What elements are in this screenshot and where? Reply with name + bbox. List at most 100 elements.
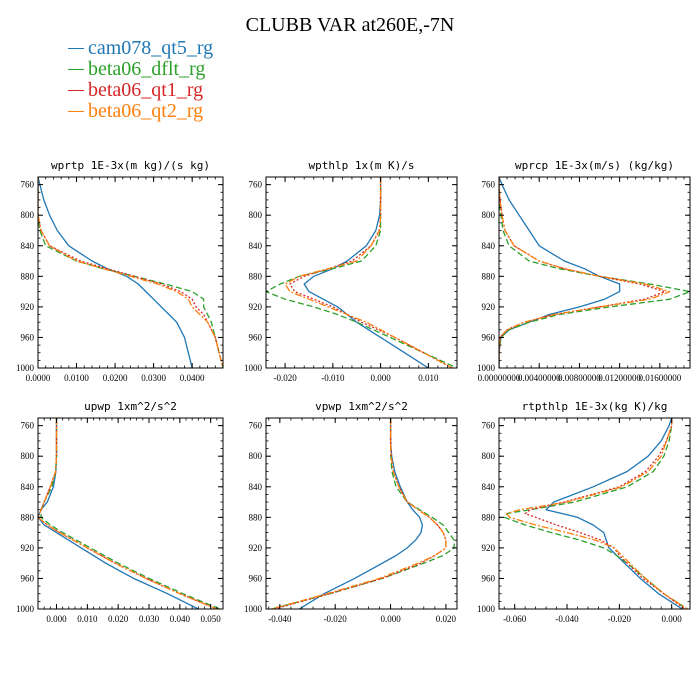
panel-title: wprcp 1E-3x(m/s) (kg/kg): [515, 159, 674, 172]
series-line-beta06_qt2_rg: [271, 418, 447, 609]
legend-line-icon: [68, 90, 84, 91]
x-tick-label: 0.00000000: [478, 373, 521, 383]
y-tick-label: 880: [21, 512, 35, 522]
x-tick-label: 0.000: [370, 373, 391, 383]
panel-title: vpwp 1xm^2/s^2: [315, 400, 408, 413]
x-tick-label: 0.010: [77, 614, 98, 624]
x-tick-label: 0.020: [436, 614, 457, 624]
y-tick-label: 800: [249, 451, 263, 461]
y-tick-label: 1000: [16, 363, 35, 373]
y-tick-label: 800: [482, 451, 496, 461]
series-line-beta06_dflt_rg: [38, 177, 223, 368]
plot-frame: [37, 417, 224, 610]
x-tick-label: -0.020: [324, 614, 348, 624]
y-tick-label: 760: [21, 180, 35, 190]
y-tick-label: 760: [482, 421, 496, 431]
panel-title: rtpthlp 1E-3x(kg K)/kg: [522, 400, 668, 413]
series-line-beta06_qt2_rg: [284, 177, 453, 368]
x-tick-label: 0.0000: [26, 373, 51, 383]
y-tick-label: 800: [249, 210, 263, 220]
series-line-beta06_dflt_rg: [271, 418, 455, 609]
series-line-beta06_qt1_rg: [524, 418, 686, 609]
legend-line-icon: [68, 111, 84, 112]
chart-panel-3: wprcp 1E-3x(m/s) (kg/kg) 760 800 840 880 920 9…: [477, 159, 691, 383]
x-tick-label: 0.0200: [103, 373, 128, 383]
legend-item-beta06-qt1: beta06_qt1_rg: [68, 80, 213, 101]
series-line-beta06_dflt_rg: [503, 418, 688, 609]
y-tick-label: 800: [21, 210, 35, 220]
y-tick-label: 920: [21, 543, 35, 553]
legend-label: beta06_dflt_rg: [88, 58, 206, 80]
panel-title: wpthlp 1x(m K)/s: [309, 159, 415, 172]
y-tick-label: 920: [249, 543, 263, 553]
chart-panel-6: rtpthlp 1E-3x(kg K)/kg 760 800 840 880 920 960…: [477, 400, 691, 624]
series-line-beta06_qt2_rg: [38, 418, 218, 609]
y-tick-label: 760: [249, 421, 263, 431]
series-line-beta06_dflt_rg: [266, 177, 457, 368]
y-tick-label: 960: [249, 573, 263, 583]
series-line-cam078_qt5_rg: [545, 418, 683, 609]
x-tick-label: -0.020: [273, 373, 297, 383]
series-line-cam078_qt5_rg: [303, 177, 429, 368]
y-tick-label: 800: [21, 451, 35, 461]
legend-item-cam078: cam078_qt5_rg: [68, 38, 213, 59]
panel-title: upwp 1xm^2/s^2: [84, 400, 177, 413]
y-tick-label: 880: [249, 512, 263, 522]
chart-panel-1: wprtp 1E-3x(m kg)/(s kg) 760 800 840 880 920 9…: [16, 159, 224, 383]
chart-panel-2: wpthlp 1x(m K)/s 760 800 840 880 920 960 1000 -0…: [244, 159, 458, 383]
x-tick-label: 0.01200000: [598, 373, 641, 383]
series-line-beta06_dflt_rg: [40, 418, 221, 609]
x-tick-label: -0.040: [555, 614, 579, 624]
series-group: [271, 418, 455, 609]
series-line-cam078_qt5_rg: [298, 418, 424, 609]
y-tick-label: 1000: [477, 604, 496, 614]
x-tick-label: 0.00400000: [518, 373, 561, 383]
series-line-beta06_qt1_rg: [274, 418, 447, 609]
series-line-beta06_qt2_rg: [499, 177, 671, 368]
y-tick-label: 920: [249, 302, 263, 312]
series-line-beta06_dflt_rg: [499, 177, 690, 368]
x-tick-label: 0.0400: [180, 373, 205, 383]
x-tick-label: 0.010: [418, 373, 439, 383]
x-tick-label: 0.01600000: [638, 373, 681, 383]
x-tick-label: -0.060: [503, 614, 527, 624]
y-tick-label: 760: [482, 180, 496, 190]
series-line-beta06_qt1_rg: [38, 177, 223, 368]
x-tick-label: 0.000: [46, 614, 67, 624]
y-tick-label: 840: [21, 241, 35, 251]
series-line-cam078_qt5_rg: [38, 418, 199, 609]
y-tick-label: 880: [249, 271, 263, 281]
legend-label: cam078_qt5_rg: [88, 37, 214, 59]
chart-panel-4: upwp 1xm^2/s^2 760 800 840 880 920 960 1000 0.00…: [16, 400, 224, 624]
y-tick-label: 760: [21, 421, 35, 431]
y-tick-label: 880: [482, 271, 496, 281]
series-group: [38, 418, 221, 609]
y-tick-label: 1000: [244, 363, 263, 373]
legend-line-icon: [68, 48, 84, 49]
x-tick-label: 0.00800000: [558, 373, 601, 383]
x-tick-label: 0.050: [201, 614, 222, 624]
y-tick-label: 960: [21, 573, 35, 583]
y-tick-label: 1000: [244, 604, 263, 614]
plot-frame: [265, 176, 458, 369]
legend-label: beta06_qt1_rg: [88, 79, 204, 101]
y-tick-label: 960: [482, 332, 496, 342]
y-tick-label: 920: [482, 302, 496, 312]
y-tick-label: 960: [21, 332, 35, 342]
y-tick-label: 1000: [477, 363, 496, 373]
series-line-cam078_qt5_rg: [499, 177, 621, 368]
y-tick-label: 880: [21, 271, 35, 281]
legend-label: beta06_qt2_rg: [88, 100, 204, 122]
x-tick-label: -0.020: [608, 614, 632, 624]
x-tick-label: 0.040: [170, 614, 191, 624]
plot-frame: [498, 176, 691, 369]
y-tick-label: 840: [249, 482, 263, 492]
series-group: [266, 177, 457, 368]
plot-frame: [37, 176, 224, 369]
y-tick-label: 920: [482, 543, 496, 553]
series-group: [503, 418, 688, 609]
y-tick-label: 800: [482, 210, 496, 220]
x-tick-label: 0.030: [139, 614, 160, 624]
y-tick-label: 880: [482, 512, 496, 522]
legend-line-icon: [68, 69, 84, 70]
